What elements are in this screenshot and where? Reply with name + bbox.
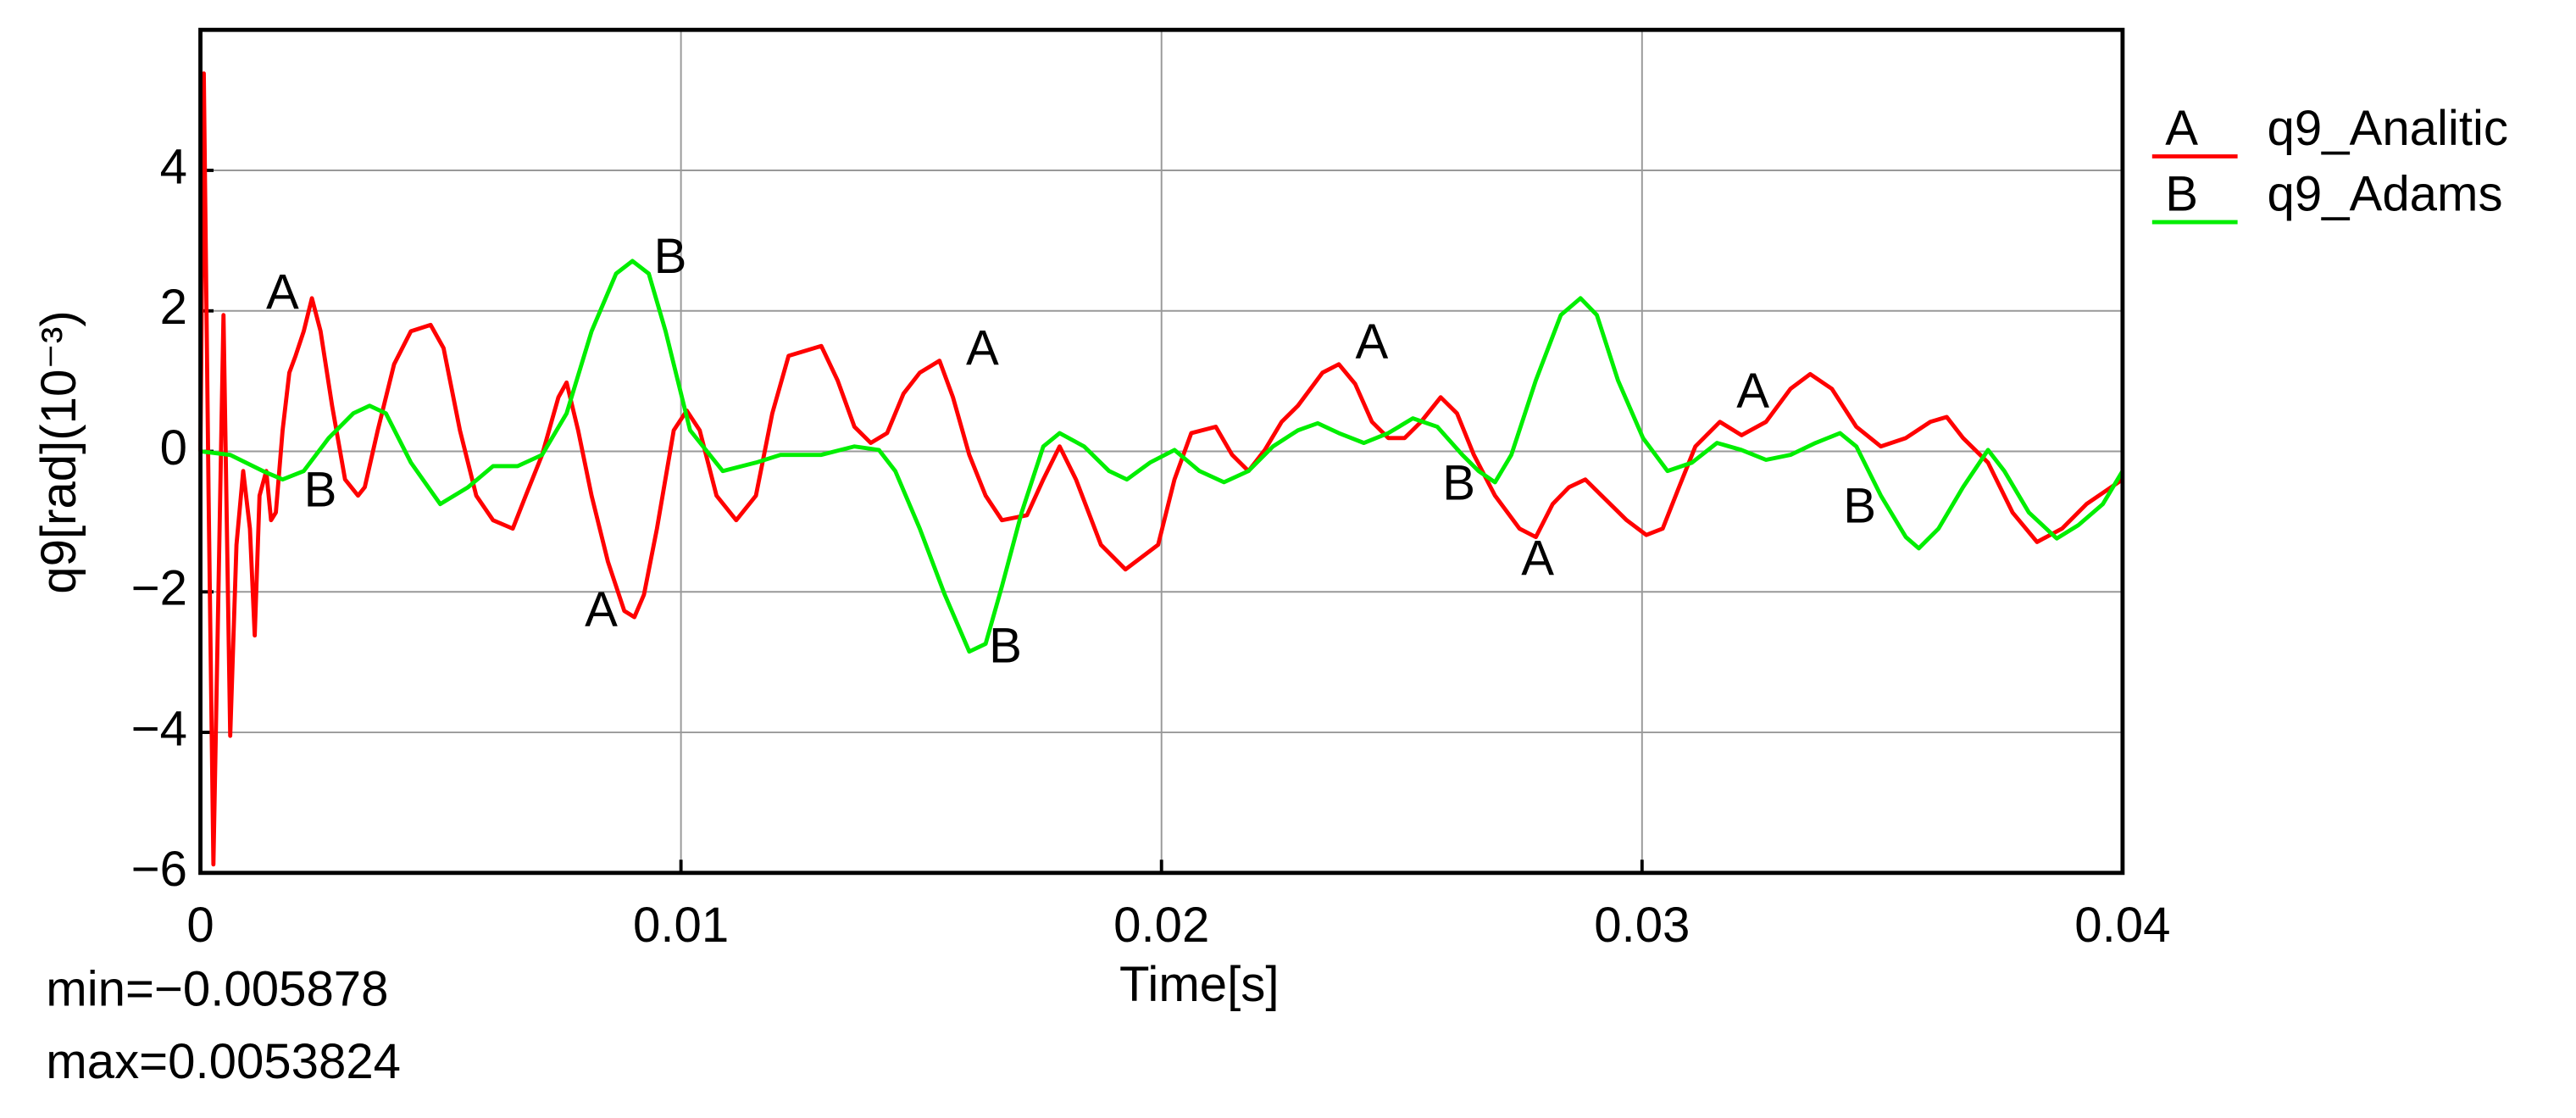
y-tick-label: −4 [131,701,187,756]
y-axis-label: q9[rad](10⁻³) [31,310,86,594]
series-line [198,71,2124,867]
curve-label: A [1521,531,1554,587]
legend-letter: A [2165,101,2198,156]
curve-label: B [654,229,687,284]
y-tick-label: 4 [160,139,187,194]
x-tick-label: 0.01 [633,898,729,953]
plot-frame [198,27,2125,876]
min-annotation: min=−0.005878 [46,962,388,1017]
curve-label: B [1442,456,1475,511]
x-tick-label: 0.04 [2074,898,2170,953]
y-tick-label: −2 [131,561,187,616]
x-tick-label: 0.02 [1113,898,1209,953]
curve-label: B [989,618,1022,673]
y-tick-label: 0 [160,420,187,476]
curve-label: B [1843,479,1876,534]
x-tick-label: 0 [186,898,214,953]
legend-label: q9_Analitic [2268,101,2509,156]
curve-label: A [1736,364,1769,419]
series-line [200,259,2124,654]
y-tick-label: 2 [160,280,187,335]
curve-label: A [585,582,618,637]
legend-letter: B [2165,166,2198,221]
x-axis-label: Time[s] [1119,957,1279,1012]
curve-label: B [304,462,337,517]
curve-label: A [966,321,999,376]
max-annotation: max=0.0053824 [46,1034,401,1089]
legend-label: q9_Adams [2268,166,2503,221]
x-tick-label: 0.03 [1594,898,1690,953]
curve-label: A [266,265,299,320]
curve-label: A [1355,314,1388,370]
y-tick-label: −6 [131,842,187,897]
